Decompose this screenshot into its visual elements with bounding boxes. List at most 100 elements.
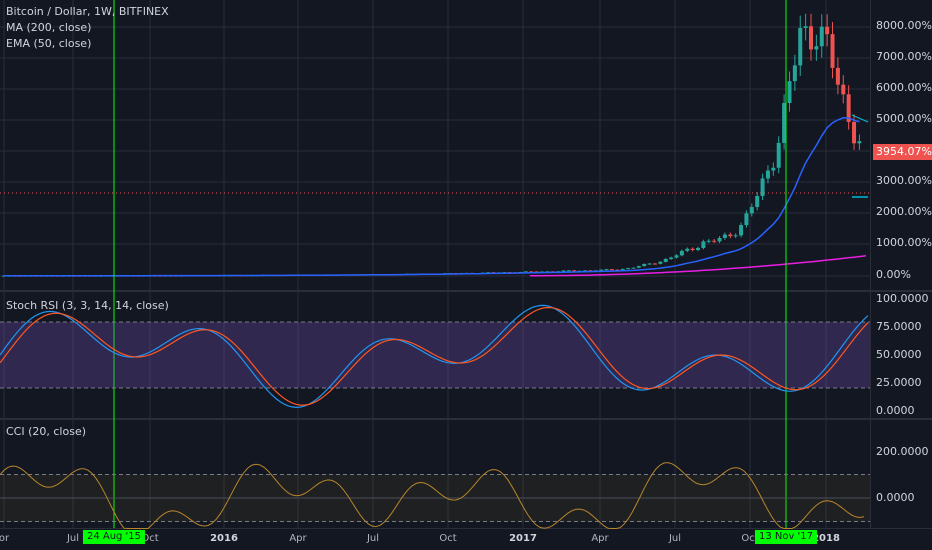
- last-price-tag: 3954.07%: [873, 144, 932, 160]
- price-axis-label: 2000.00%: [876, 205, 932, 218]
- stoch-axis-label: 0.0000: [876, 404, 915, 417]
- candle-body: [728, 234, 733, 237]
- pane-separator: [0, 418, 932, 420]
- candle-body: [566, 270, 571, 272]
- candle-body: [529, 271, 534, 273]
- price-axis-label: 5000.00%: [876, 112, 932, 125]
- candle-body: [647, 263, 652, 265]
- candle-body: [658, 261, 663, 264]
- candle-body: [835, 67, 840, 85]
- vertical-marker-date[interactable]: 24 Aug '15: [82, 530, 146, 544]
- candle-body: [744, 213, 749, 226]
- candle-body: [599, 269, 604, 271]
- ema50-line: [4, 117, 860, 277]
- ma200-legend[interactable]: MA (200, close): [6, 21, 92, 34]
- candle-body: [760, 178, 765, 197]
- candle-body: [572, 270, 577, 272]
- time-axis-label: 2017: [509, 533, 537, 544]
- candle-body: [652, 263, 657, 265]
- cci-legend[interactable]: CCI (20, close): [6, 425, 87, 438]
- candle-body: [792, 65, 797, 82]
- candle-body: [841, 84, 846, 95]
- candle-body: [776, 142, 781, 168]
- stoch-axis-label: 100.0000: [876, 292, 929, 305]
- pane-separator: [0, 290, 932, 292]
- price-axis-label: 3000.00%: [876, 174, 932, 187]
- time-axis-label: Oct: [141, 533, 159, 544]
- candle-body: [765, 170, 770, 179]
- time-axis-label: 2016: [210, 533, 238, 544]
- ema50-legend[interactable]: EMA (50, close): [6, 37, 92, 50]
- time-axis-label: Jul: [366, 533, 380, 544]
- time-axis-label: Apr: [289, 533, 307, 544]
- candle-body: [782, 103, 787, 143]
- candle-body: [669, 257, 674, 259]
- candle-body: [755, 196, 760, 207]
- candle-body: [739, 225, 744, 236]
- price-axis-border: [870, 0, 871, 528]
- candle-body: [712, 240, 717, 242]
- time-axis-label: or: [0, 533, 10, 544]
- candle-body: [609, 269, 614, 271]
- candle-body: [814, 46, 819, 50]
- candle-body: [749, 206, 754, 214]
- time-axis-label: Oct: [439, 533, 457, 544]
- cci-line: [0, 462, 865, 529]
- candle-body: [722, 234, 727, 238]
- time-axis-label: Oct: [741, 533, 759, 544]
- trend-drawing: [851, 114, 869, 123]
- time-axis-label: 2018: [812, 533, 840, 544]
- candle-body: [696, 247, 701, 250]
- candle-body: [626, 268, 631, 270]
- time-axis-label: Apr: [591, 533, 609, 544]
- candle-body: [642, 264, 647, 267]
- stoch-axis-label: 50.0000: [876, 348, 922, 361]
- candle-body: [857, 141, 862, 144]
- price-axis-label: 8000.00%: [876, 19, 932, 32]
- candle-body: [685, 248, 690, 251]
- time-axis-border: [0, 528, 932, 529]
- chart-title: Bitcoin / Dollar, 1W, BITFINEX: [6, 5, 169, 18]
- candle-body: [701, 241, 706, 248]
- candle-body: [825, 26, 830, 35]
- cci-axis-label: 200.0000: [876, 445, 929, 458]
- candle-body: [631, 267, 636, 269]
- stoch-d-line: [0, 306, 869, 406]
- candle-body: [819, 26, 824, 47]
- candle-body: [636, 266, 641, 268]
- ma200-line: [530, 255, 867, 277]
- candle-body: [798, 27, 803, 66]
- stoch-rsi-legend[interactable]: Stoch RSI (3, 3, 14, 14, close): [6, 299, 169, 312]
- candle-body: [690, 248, 695, 250]
- candle-body: [679, 250, 684, 256]
- candle-body: [809, 26, 813, 50]
- candle-body: [830, 34, 835, 68]
- candle-body: [852, 121, 857, 144]
- price-axis-label: 6000.00%: [876, 81, 932, 94]
- candle-body: [561, 270, 566, 272]
- candle-body: [771, 167, 776, 171]
- candle-body: [615, 269, 620, 271]
- vertical-marker-date[interactable]: 13 Nov '17: [754, 530, 818, 544]
- candle-body: [717, 237, 722, 242]
- candle-body: [787, 81, 792, 104]
- candle-body: [674, 255, 679, 258]
- cci-axis-label: 0.0000: [876, 491, 915, 504]
- price-axis-label: 0.00%: [876, 268, 911, 281]
- price-axis-label: 1000.00%: [876, 236, 932, 249]
- candle-body: [523, 271, 528, 273]
- candle-body: [583, 270, 588, 272]
- stoch-k-line: [0, 304, 869, 409]
- candle-body: [803, 26, 808, 28]
- candle-body: [733, 235, 738, 237]
- time-axis-label: Jul: [66, 533, 80, 544]
- stoch-axis-label: 25.0000: [876, 376, 922, 389]
- candle-body: [620, 268, 625, 270]
- candle-body: [604, 269, 609, 271]
- price-axis-label: 7000.00%: [876, 50, 932, 63]
- candle-body: [706, 240, 711, 242]
- time-axis-label: Jul: [668, 533, 682, 544]
- stoch-axis-label: 75.0000: [876, 320, 922, 333]
- candle-body: [663, 258, 668, 262]
